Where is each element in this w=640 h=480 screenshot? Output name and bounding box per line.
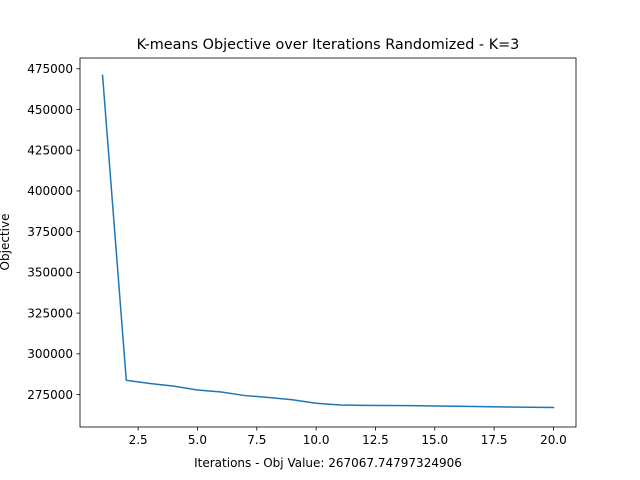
x-tick-label: 5.0 [188, 433, 207, 447]
x-tick-label: 20.0 [540, 433, 567, 447]
x-tick-label: 2.5 [129, 433, 148, 447]
x-tick-label: 10.0 [303, 433, 330, 447]
x-tick-label: 12.5 [362, 433, 389, 447]
y-tick-label: 425000 [27, 144, 73, 158]
x-tick-label: 15.0 [421, 433, 448, 447]
y-tick-label: 450000 [27, 103, 73, 117]
y-axis: 275000 300000 325000 350000 375000 400000 4250… [27, 62, 80, 402]
chart-title: K-means Objective over Iterations Random… [137, 37, 520, 53]
x-tick-label: 17.5 [481, 433, 508, 447]
y-tick-label: 325000 [27, 306, 73, 320]
x-axis-label: Iterations - Obj Value: 267067.747973249… [194, 456, 462, 470]
y-tick-label: 275000 [27, 388, 73, 402]
series-line [101, 74, 555, 409]
x-axis: 2.5 5.0 7.5 10.0 12.5 15.0 17.5 20.0 [129, 427, 567, 447]
y-tick-label: 375000 [27, 225, 73, 239]
x-tick-label: 7.5 [247, 433, 266, 447]
y-tick-label: 350000 [27, 266, 73, 280]
plot-area [101, 74, 555, 409]
y-tick-label: 400000 [27, 184, 73, 198]
y-tick-label: 300000 [27, 347, 73, 361]
plot-frame [79, 57, 577, 428]
y-tick-label: 475000 [27, 62, 73, 76]
y-axis-label: Objective [0, 214, 12, 271]
